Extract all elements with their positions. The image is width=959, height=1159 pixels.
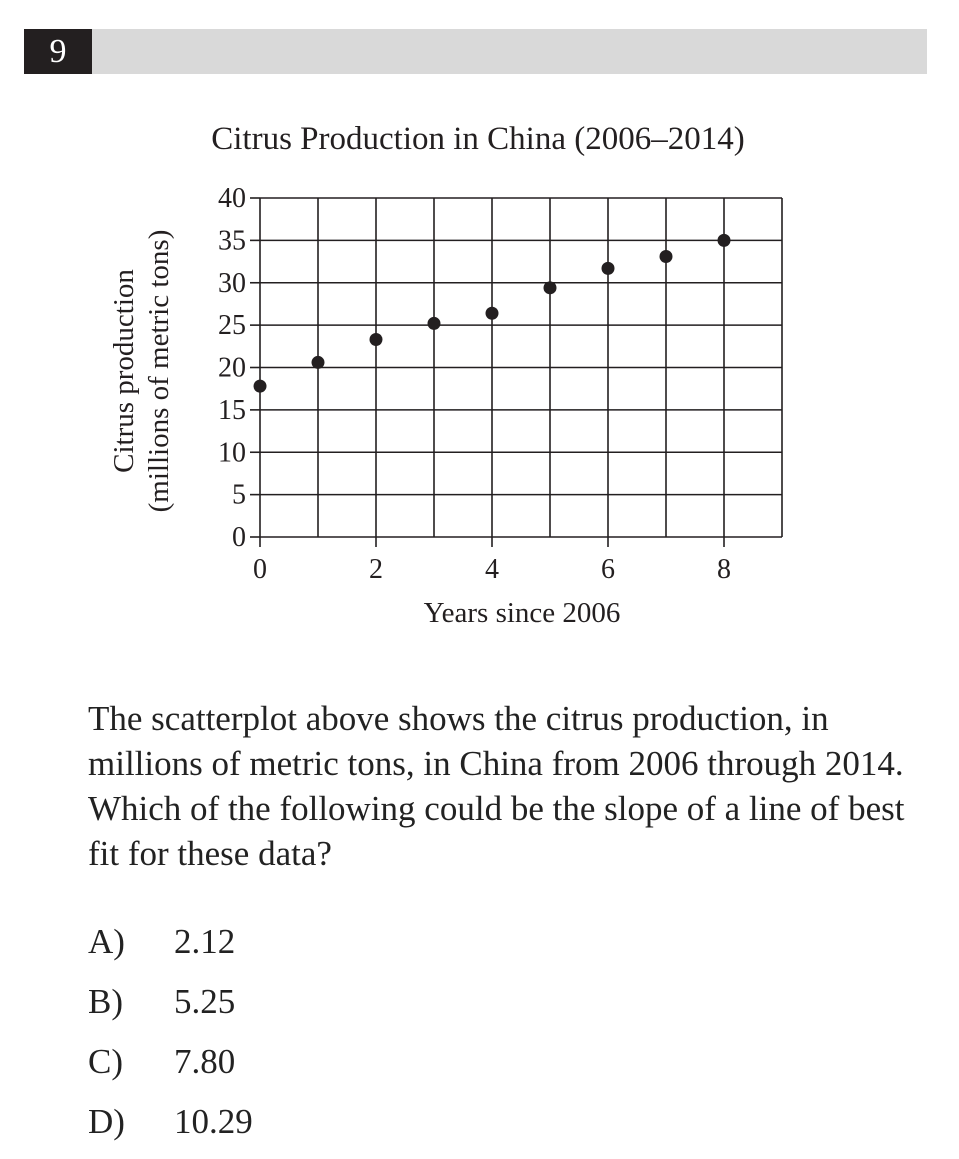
choice-letter: C)	[88, 1042, 123, 1081]
scatter-chart: Citrus Production in China (2006–2014) 0…	[108, 121, 783, 629]
chart-title: Citrus Production in China (2006–2014)	[211, 121, 744, 157]
choice-value: 2.12	[174, 922, 236, 961]
data-points	[253, 233, 731, 393]
choice-letter: B)	[88, 982, 123, 1021]
choice-value: 7.80	[174, 1042, 236, 1081]
data-point	[485, 306, 499, 320]
y-tick-label: 10	[218, 437, 246, 468]
x-tick-label: 4	[485, 554, 499, 585]
chart-ticks: 0 5 10 15 20 25 30 35 40 0 2 4 6 8	[218, 183, 731, 585]
x-tick-label: 8	[717, 554, 731, 585]
question-header-bar	[92, 29, 927, 74]
y-tick-label: 20	[218, 353, 246, 384]
data-point	[369, 333, 383, 347]
choice-letter: D)	[88, 1102, 125, 1141]
x-tick-label: 2	[369, 554, 383, 585]
data-point	[543, 281, 557, 295]
choice-a[interactable]: A) 2.12	[88, 912, 253, 972]
choice-d[interactable]: D) 10.29	[88, 1092, 253, 1152]
data-point	[717, 233, 731, 247]
question-text: The scatterplot above shows the citrus p…	[88, 699, 905, 873]
y-axis-label-line-2: (millions of metric tons)	[143, 230, 175, 513]
x-tick-label: 6	[601, 554, 615, 585]
choice-value: 10.29	[174, 1102, 253, 1141]
data-point	[427, 316, 441, 330]
data-point	[659, 249, 673, 263]
choice-value: 5.25	[174, 982, 236, 1021]
x-axis-label: Years since 2006	[424, 597, 621, 629]
y-tick-label: 30	[218, 268, 246, 299]
answer-choices: A) 2.12 B) 5.25 C) 7.80 D) 10.29	[88, 912, 253, 1152]
choice-b[interactable]: B) 5.25	[88, 972, 253, 1032]
choice-c[interactable]: C) 7.80	[88, 1032, 253, 1092]
data-point	[253, 379, 267, 393]
choice-letter: A)	[88, 922, 125, 961]
data-point	[311, 355, 325, 369]
y-tick-label: 5	[232, 480, 246, 511]
y-tick-label: 35	[218, 225, 246, 256]
y-axis-label-line-1: Citrus production	[108, 269, 140, 473]
y-tick-label: 0	[232, 522, 246, 553]
y-tick-label: 15	[218, 395, 246, 426]
chart-grid	[259, 197, 783, 538]
data-point	[601, 261, 615, 275]
question-number: 9	[24, 29, 92, 74]
y-tick-label: 40	[218, 183, 246, 214]
x-tick-label: 0	[253, 554, 267, 585]
y-tick-label: 25	[218, 310, 246, 341]
